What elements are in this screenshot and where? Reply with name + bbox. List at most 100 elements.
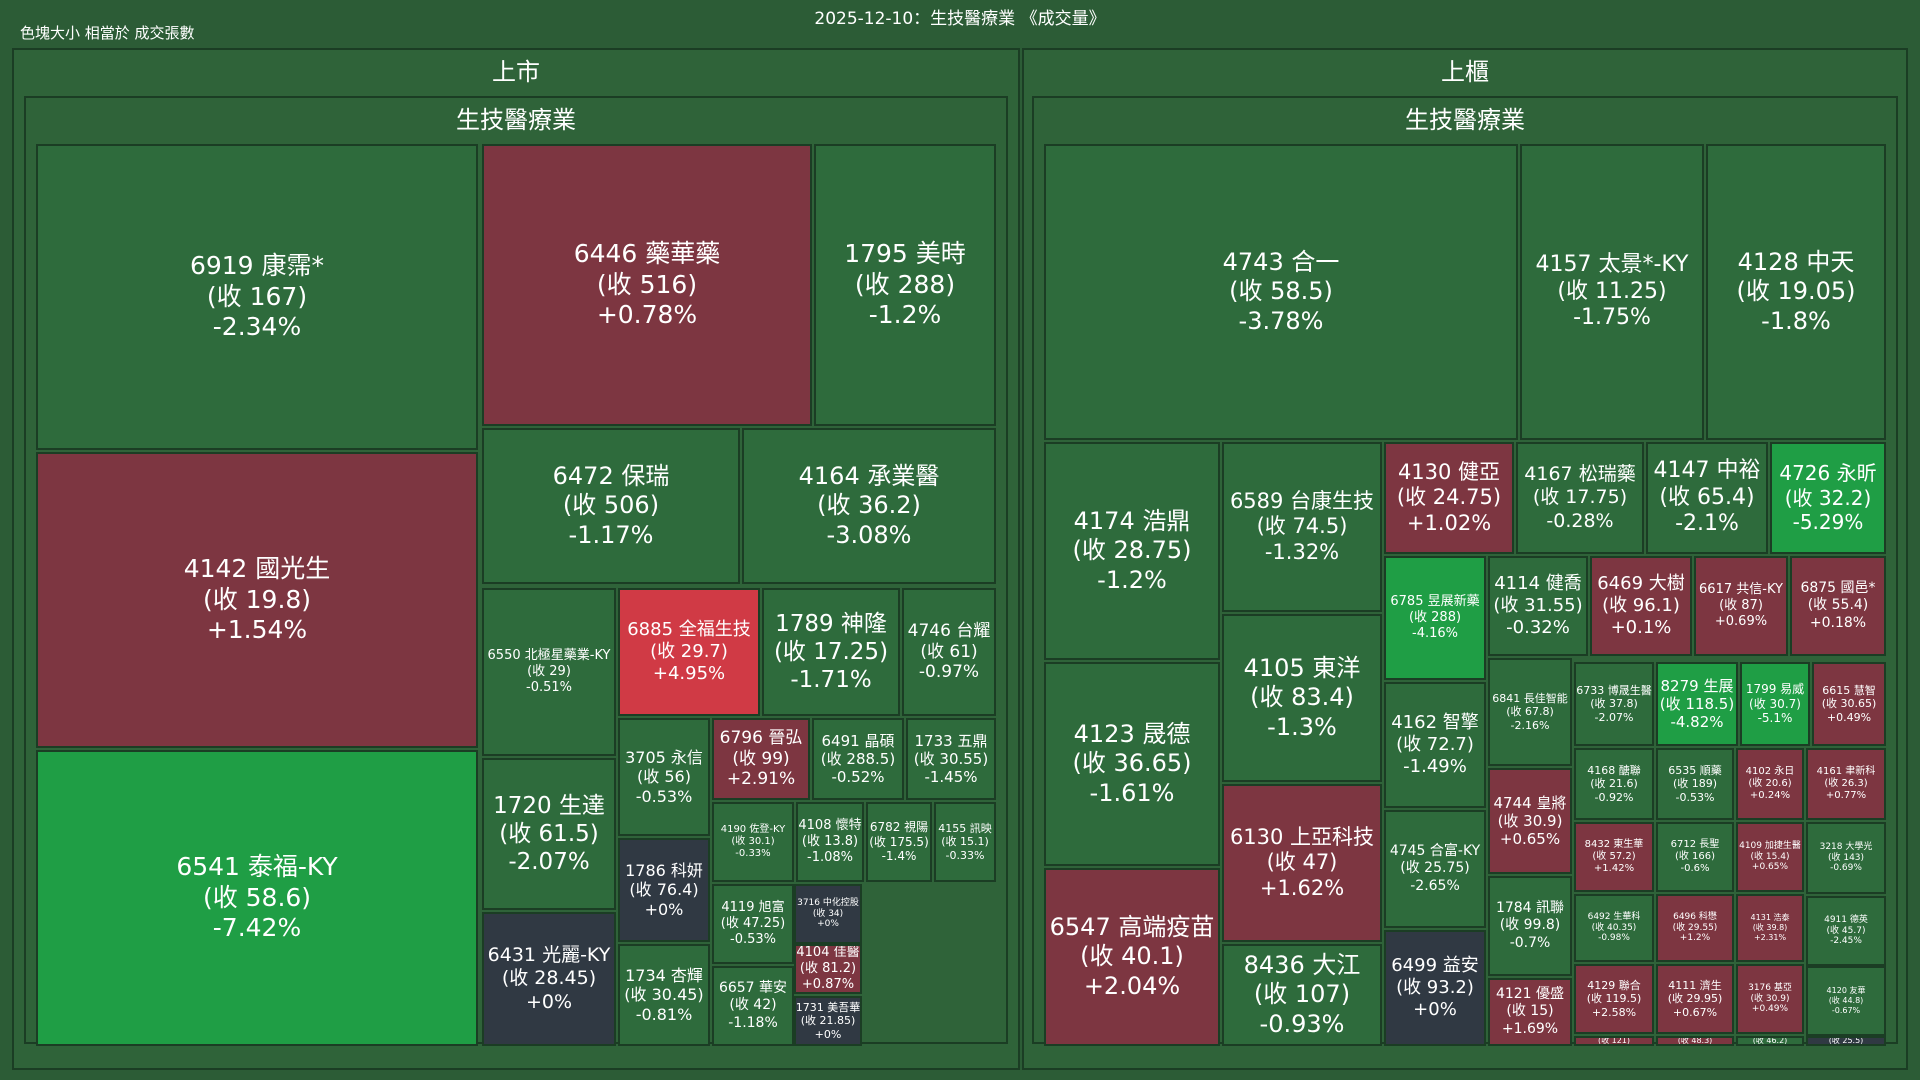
tile-6496[interactable]: 6496 科懋 (收 29.55) +1.2% bbox=[1656, 894, 1734, 962]
tile-1789[interactable]: 1789 神隆 (收 17.25) -1.71% bbox=[762, 588, 900, 716]
tile-6733[interactable]: 6733 博晟生醫 (收 37.8) -2.07% bbox=[1574, 662, 1654, 746]
tile-6589[interactable]: 6589 台康生技 (收 74.5) -1.32% bbox=[1222, 442, 1382, 612]
tile-6446[interactable]: 6446 藥華藥 (收 516) +0.78% bbox=[482, 144, 812, 426]
tile-6782[interactable]: 6782 視陽 (收 175.5) -1.4% bbox=[866, 802, 932, 882]
tile-6617[interactable]: 6617 共信-KY (收 87) +0.69% bbox=[1694, 556, 1788, 656]
tile-6550[interactable]: 6550 北極星藥業-KY (收 29) -0.51% bbox=[482, 588, 616, 756]
tile-4119[interactable]: 4119 旭富 (收 47.25) -0.53% bbox=[712, 884, 794, 964]
tile-6431[interactable]: 6431 光麗-KY (收 28.45) +0% bbox=[482, 912, 616, 1046]
tile-4744[interactable]: 4744 皇將 (收 30.9) +0.65% bbox=[1488, 768, 1572, 874]
tile-6649[interactable]: 6649 台生材(收 46.2)-1.28% bbox=[1736, 1036, 1804, 1046]
tile-1720[interactable]: 1720 生達 (收 61.5) -2.07% bbox=[482, 758, 616, 910]
tile-4726[interactable]: 4726 永昕 (收 32.2) -5.29% bbox=[1770, 442, 1886, 554]
tile-4745[interactable]: 4745 合富-KY (收 25.75) -2.65% bbox=[1384, 810, 1486, 928]
tile-close: (收 99) bbox=[732, 748, 790, 769]
tile-change: +0.49% bbox=[1751, 1004, 1789, 1015]
tile-4111[interactable]: 4111 濟生 (收 29.95) +0.67% bbox=[1656, 964, 1734, 1034]
tile-4162[interactable]: 4162 智擎 (收 72.7) -1.49% bbox=[1384, 682, 1486, 808]
tile-4168[interactable]: 4168 醣聯 (收 21.6) -0.92% bbox=[1574, 748, 1654, 820]
tile-close: (收 29.55) bbox=[1672, 922, 1718, 933]
tile-3218[interactable]: 3218 大學光 (收 143) -0.69% bbox=[1806, 822, 1886, 894]
tile-change: +0.49% bbox=[1826, 710, 1872, 724]
tile-4161[interactable]: 4161 聿新科 (收 26.3) +0.77% bbox=[1806, 748, 1886, 820]
tile-4147[interactable]: 4147 中裕 (收 65.4) -2.1% bbox=[1646, 442, 1768, 554]
tile-6875[interactable]: 6875 國邑* (收 55.4) +0.18% bbox=[1790, 556, 1886, 656]
tile-4120[interactable]: 4120 友華 (收 44.8) -0.67% bbox=[1806, 966, 1886, 1036]
tile-change: +1.02% bbox=[1406, 510, 1492, 535]
tile-1565[interactable]: 1565 精華(收 121)+1.68% bbox=[1574, 1036, 1654, 1046]
tile-label: 4129 聯合 bbox=[1587, 978, 1641, 992]
tile-6535[interactable]: 6535 順藥 (收 189) -0.53% bbox=[1656, 748, 1734, 820]
tile-4167[interactable]: 4167 松瑞藥 (收 17.75) -0.28% bbox=[1516, 442, 1644, 554]
tile-6499[interactable]: 6499 益安 (收 93.2) +0% bbox=[1384, 930, 1486, 1046]
tile-4130[interactable]: 4130 健亞 (收 24.75) +1.02% bbox=[1384, 442, 1514, 554]
tile-8432[interactable]: 8432 東生華 (收 57.2) +1.42% bbox=[1574, 822, 1654, 892]
tile-4164[interactable]: 4164 承業醫 (收 36.2) -3.08% bbox=[742, 428, 996, 584]
tile-6472[interactable]: 6472 保瑞 (收 506) -1.17% bbox=[482, 428, 740, 584]
tile-label: 4105 東洋 bbox=[1243, 654, 1361, 683]
tile-1733[interactable]: 1733 五鼎 (收 30.55) -1.45% bbox=[906, 718, 996, 800]
tile-6615[interactable]: 6615 慧智 (收 30.65) +0.49% bbox=[1812, 662, 1886, 746]
tile-6841[interactable]: 6841 長佳智能 (收 67.8) -2.16% bbox=[1488, 658, 1572, 766]
tile-8279[interactable]: 8279 生展 (收 118.5) -4.82% bbox=[1656, 662, 1738, 746]
tile-label: 1720 生達 bbox=[493, 792, 605, 819]
tile-1731[interactable]: 1731 美吾華 (收 21.85) +0% bbox=[794, 996, 862, 1046]
tile-4105[interactable]: 4105 東洋 (收 83.4) -1.3% bbox=[1222, 614, 1382, 782]
tile-4743[interactable]: 4743 合一 (收 58.5) -3.78% bbox=[1044, 144, 1518, 440]
tile-4142[interactable]: 4142 國光生 (收 19.8) +1.54% bbox=[36, 452, 478, 748]
tile-4174[interactable]: 4174 浩鼎 (收 28.75) -1.2% bbox=[1044, 442, 1220, 660]
tile-change: -5.29% bbox=[1792, 510, 1864, 535]
tile-4128[interactable]: 4128 中天 (收 19.05) -1.8% bbox=[1706, 144, 1886, 440]
tile-change: -1.08% bbox=[807, 849, 853, 865]
tile-4109[interactable]: 4109 加捷生醫 (收 15.4) +0.65% bbox=[1736, 822, 1804, 892]
tile-close: (收 19.05) bbox=[1736, 277, 1856, 306]
tile-8436[interactable]: 8436 大江 (收 107) -0.93% bbox=[1222, 944, 1382, 1046]
tile-4102[interactable]: 4102 永日 (收 20.6) +0.24% bbox=[1736, 748, 1804, 820]
tile-6541[interactable]: 6541 泰福-KY (收 58.6) -7.42% bbox=[36, 750, 478, 1046]
tile-4121[interactable]: 4121 優盛 (收 15) +1.69% bbox=[1488, 978, 1572, 1046]
tile-label: 4911 德英 bbox=[1824, 914, 1868, 925]
tile-6712[interactable]: 6712 長聖 (收 166) -0.6% bbox=[1656, 822, 1734, 892]
tile-6919[interactable]: 6919 康霈* (收 167) -2.34% bbox=[36, 144, 478, 450]
tile-change: -1.18% bbox=[728, 1014, 778, 1031]
tile-1786[interactable]: 1786 科妍 (收 76.4) +0% bbox=[618, 838, 710, 942]
tile-close: (收 30.65) bbox=[1821, 697, 1877, 711]
tile-1734[interactable]: 1734 杏輝 (收 30.45) -0.81% bbox=[618, 944, 710, 1046]
tile-label: 3705 永信 bbox=[625, 747, 703, 767]
tile-1784[interactable]: 1784 訊聯 (收 99.8) -0.7% bbox=[1488, 876, 1572, 976]
tile-3705[interactable]: 3705 永信 (收 56) -0.53% bbox=[618, 718, 710, 836]
tile-close: (收 29.7) bbox=[650, 641, 728, 663]
tile-4131[interactable]: 4131 浩泰 (收 39.8) +2.31% bbox=[1736, 894, 1804, 962]
tile-6785[interactable]: 6785 昱展新藥 (收 288) -4.16% bbox=[1384, 556, 1486, 680]
tile-change: +4.95% bbox=[652, 662, 726, 684]
tile-close: (收 30.7) bbox=[1749, 696, 1801, 711]
tile-4139[interactable]: 4139 馬光-KY(收 25.5)+0% bbox=[1806, 1036, 1886, 1046]
tile-6657[interactable]: 6657 華安 (收 42) -1.18% bbox=[712, 966, 794, 1046]
tile-4746[interactable]: 4746 台耀 (收 61) -0.97% bbox=[902, 588, 996, 716]
tile-3205[interactable]: 3205 佰研(收 48.3)+0.1% bbox=[1656, 1036, 1734, 1046]
tile-6547[interactable]: 6547 高端疫苗 (收 40.1) +2.04% bbox=[1044, 868, 1220, 1046]
tile-6796[interactable]: 6796 晉弘 (收 99) +2.91% bbox=[712, 718, 810, 800]
tile-6885[interactable]: 6885 全福生技 (收 29.7) +4.95% bbox=[618, 588, 760, 716]
tile-4114[interactable]: 4114 健喬 (收 31.55) -0.32% bbox=[1488, 556, 1588, 656]
tile-1795[interactable]: 1795 美時 (收 288) -1.2% bbox=[814, 144, 996, 426]
tile-4129[interactable]: 4129 聯合 (收 119.5) +2.58% bbox=[1574, 964, 1654, 1034]
tile-4104[interactable]: 4104 佳醫 (收 81.2) +0.87% bbox=[794, 944, 862, 994]
tile-close: (收 288) bbox=[1408, 610, 1462, 626]
size-legend: 色塊大小 相當於 成交張數 bbox=[20, 24, 195, 42]
tile-4157[interactable]: 4157 太景*-KY (收 11.25) -1.75% bbox=[1520, 144, 1704, 440]
tile-4190[interactable]: 4190 佐登-KY (收 30.1) -0.33% bbox=[712, 802, 794, 882]
tile-4108[interactable]: 4108 懷特 (收 13.8) -1.08% bbox=[796, 802, 864, 882]
tile-6492[interactable]: 6492 生華科 (收 40.35) -0.98% bbox=[1574, 894, 1654, 962]
tile-3176[interactable]: 3176 基亞 (收 30.9) +0.49% bbox=[1736, 964, 1804, 1034]
tile-6491[interactable]: 6491 晶碩 (收 288.5) -0.52% bbox=[812, 718, 904, 800]
tile-3716[interactable]: 3716 中化控股 (收 34) +0% bbox=[794, 884, 862, 944]
tile-label: 6496 科懋 bbox=[1673, 911, 1717, 922]
tile-6469[interactable]: 6469 大樹 (收 96.1) +0.1% bbox=[1590, 556, 1692, 656]
tile-4123[interactable]: 4123 晟德 (收 36.65) -1.61% bbox=[1044, 662, 1220, 866]
tile-6130[interactable]: 6130 上亞科技 (收 47) +1.62% bbox=[1222, 784, 1382, 942]
tile-change: -1.2% bbox=[868, 300, 942, 330]
tile-4911[interactable]: 4911 德英 (收 45.7) -2.45% bbox=[1806, 896, 1886, 966]
tile-4155[interactable]: 4155 訊映 (收 15.1) -0.33% bbox=[934, 802, 996, 882]
tile-1799[interactable]: 1799 易威 (收 30.7) -5.1% bbox=[1740, 662, 1810, 746]
